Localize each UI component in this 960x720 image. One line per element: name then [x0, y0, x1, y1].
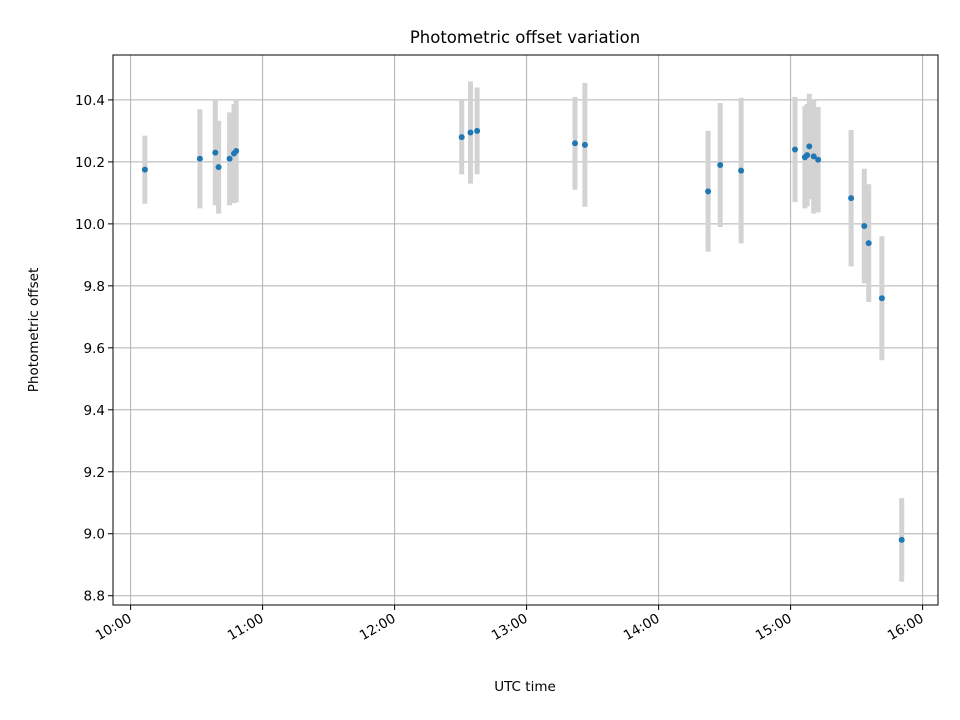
y-tick-label: 9.6: [84, 341, 105, 357]
y-tick-label: 9.4: [84, 403, 105, 419]
data-point: [898, 536, 905, 543]
y-tick-label: 10.0: [75, 217, 105, 233]
data-point: [474, 127, 481, 134]
data-point: [717, 162, 724, 168]
data-point: [212, 149, 219, 156]
data-point: [848, 195, 855, 202]
y-tick-label: 9.8: [84, 279, 105, 295]
data-point: [226, 155, 233, 162]
y-tick-label: 9.0: [84, 527, 105, 543]
x-tick-label: 15:00: [753, 611, 795, 644]
data-point: [810, 153, 817, 160]
grid: [113, 55, 938, 605]
x-tick-label: 16:00: [885, 611, 927, 644]
y-tick-label: 10.4: [75, 93, 105, 109]
data-point: [815, 156, 822, 163]
data-point: [878, 295, 885, 302]
data-point: [804, 152, 811, 159]
data-point: [458, 134, 465, 141]
data-points: [141, 127, 905, 543]
y-tick-label: 10.2: [75, 155, 105, 171]
data-point: [467, 129, 474, 136]
data-point: [806, 143, 813, 150]
x-tick-label: 11:00: [225, 611, 267, 644]
error-bars: [142, 81, 905, 582]
chart-title: Photometric offset variation: [410, 28, 640, 47]
data-point: [792, 146, 798, 153]
data-point: [705, 188, 712, 195]
y-axis-label: Photometric offset: [26, 268, 42, 392]
data-point: [215, 164, 222, 171]
y-tick-label: 8.8: [84, 589, 105, 605]
axis-ticks: 10:00 11:00 12:00 13:00 14:00 15:00 16:00 8.8 9.…: [75, 93, 927, 644]
x-tick-label: 10:00: [93, 611, 135, 644]
plot-frame: [112, 54, 939, 606]
data-point: [196, 155, 203, 162]
data-point: [865, 240, 872, 247]
data-point: [141, 166, 148, 173]
data-point: [738, 167, 745, 174]
data-point: [581, 141, 588, 148]
x-tick-label: 14:00: [621, 611, 663, 644]
y-tick-label: 9.2: [84, 465, 105, 481]
data-point: [861, 223, 868, 230]
data-point: [233, 148, 240, 155]
x-axis-label: UTC time: [494, 679, 556, 695]
x-tick-label: 12:00: [357, 611, 399, 644]
data-point: [572, 140, 578, 147]
x-tick-label: 13:00: [489, 611, 531, 644]
